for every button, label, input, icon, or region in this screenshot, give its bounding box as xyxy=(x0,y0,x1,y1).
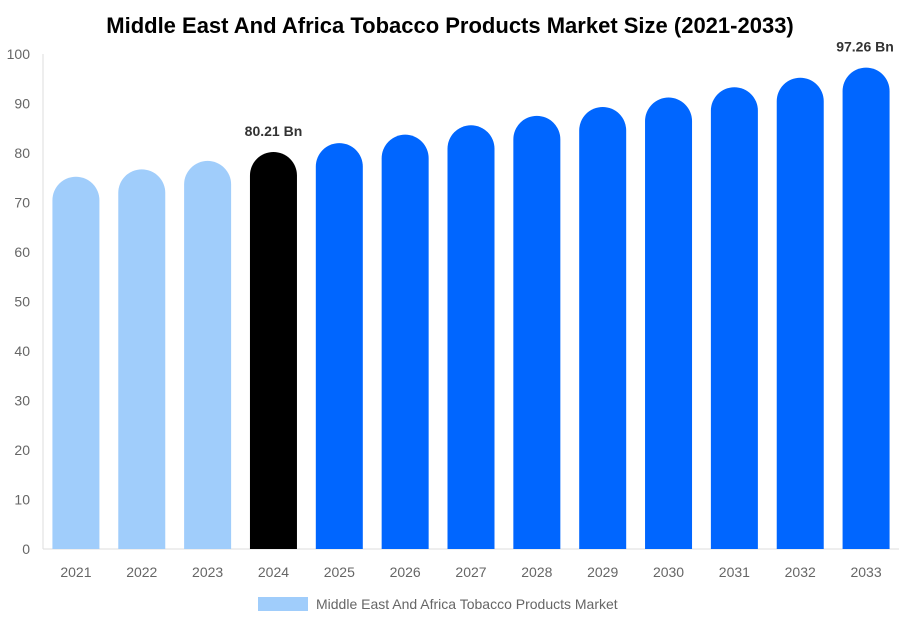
legend-label: Middle East And Africa Tobacco Products … xyxy=(316,596,618,612)
chart-title: Middle East And Africa Tobacco Products … xyxy=(106,13,794,38)
bar-2031[interactable] xyxy=(710,87,758,549)
x-tick-label: 2030 xyxy=(653,564,684,580)
y-tick-label: 60 xyxy=(14,244,30,260)
x-tick-label: 2022 xyxy=(126,564,157,580)
y-tick-label: 70 xyxy=(14,195,30,211)
legend-swatch xyxy=(258,597,308,611)
bar-2022[interactable] xyxy=(118,169,166,549)
bar-2025[interactable] xyxy=(315,143,363,549)
legend[interactable]: Middle East And Africa Tobacco Products … xyxy=(258,596,618,612)
bar-2029[interactable] xyxy=(579,106,627,549)
x-tick-label: 2033 xyxy=(850,564,881,580)
y-tick-label: 20 xyxy=(14,442,30,458)
data-label: 80.21 Bn xyxy=(245,123,303,139)
bar-2023[interactable] xyxy=(184,160,232,549)
data-label: 97.26 Bn xyxy=(836,39,894,55)
y-tick-label: 50 xyxy=(14,294,30,310)
y-tick-label: 100 xyxy=(7,46,31,62)
bar-2027[interactable] xyxy=(447,125,495,549)
y-tick-label: 10 xyxy=(14,492,30,508)
bar-2026[interactable] xyxy=(381,134,429,549)
x-tick-label: 2027 xyxy=(455,564,486,580)
x-tick-label: 2024 xyxy=(258,564,289,580)
bar-2033[interactable] xyxy=(842,67,890,550)
x-tick-label: 2021 xyxy=(60,564,91,580)
x-tick-label: 2029 xyxy=(587,564,618,580)
bar-2021[interactable] xyxy=(52,176,100,549)
bar-2030[interactable] xyxy=(645,97,693,549)
x-tick-label: 2031 xyxy=(719,564,750,580)
bar-2024[interactable] xyxy=(249,151,297,549)
y-tick-label: 80 xyxy=(14,145,30,161)
bar-2028[interactable] xyxy=(513,115,561,549)
bar-2032[interactable] xyxy=(776,77,824,549)
x-tick-label: 2023 xyxy=(192,564,223,580)
x-tick-label: 2025 xyxy=(324,564,355,580)
y-tick-label: 30 xyxy=(14,393,30,409)
x-tick-label: 2026 xyxy=(390,564,421,580)
y-tick-label: 90 xyxy=(14,96,30,112)
y-tick-label: 0 xyxy=(22,541,30,557)
y-tick-label: 40 xyxy=(14,343,30,359)
x-tick-label: 2032 xyxy=(785,564,816,580)
x-tick-label: 2028 xyxy=(521,564,552,580)
